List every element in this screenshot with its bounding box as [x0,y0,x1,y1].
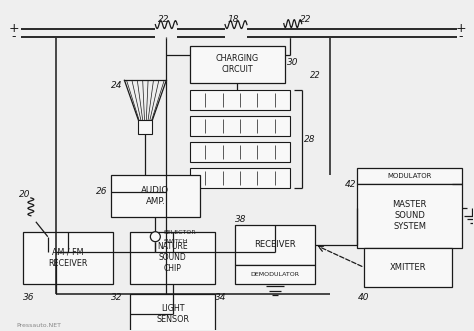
Text: MODULATOR: MODULATOR [388,173,432,179]
Bar [357,184,462,248]
Bar [190,116,290,136]
Bar [235,264,315,285]
Text: AM / FM
RECEIVER: AM / FM RECEIVER [48,248,87,268]
Text: AUDIO
AMP.: AUDIO AMP. [141,186,169,206]
Text: 18: 18 [228,15,239,24]
Text: +: + [456,22,466,35]
Text: +: + [9,22,19,35]
Text: 28: 28 [304,135,315,144]
Circle shape [150,232,160,242]
Text: 30: 30 [287,58,298,67]
Text: 24: 24 [110,81,122,90]
Text: 20: 20 [19,190,30,199]
Text: -: - [12,30,16,43]
Bar [190,142,290,162]
Text: 42: 42 [345,180,356,189]
Text: SELECTOR: SELECTOR [164,230,196,235]
Text: RECEIVER: RECEIVER [254,240,296,249]
Text: 36: 36 [23,293,35,302]
Bar [23,232,112,284]
Bar [365,248,452,288]
Text: 32: 32 [110,293,122,302]
Text: DEMODULATOR: DEMODULATOR [250,272,300,277]
Text: LIGHT
SENSOR: LIGHT SENSOR [156,304,189,324]
Bar [190,168,290,188]
Text: -: - [459,30,463,43]
Text: 22: 22 [158,15,170,24]
Text: 26: 26 [96,187,107,196]
Text: 38: 38 [235,215,246,224]
Bar [130,295,215,331]
Bar [357,168,462,184]
Text: SWITCH: SWITCH [164,239,188,244]
Bar [235,225,315,264]
Text: NATURE
SOUND
CHIP: NATURE SOUND CHIP [157,242,188,273]
Bar [138,120,152,134]
Text: Pressauto.NET: Pressauto.NET [16,323,61,328]
Text: 34: 34 [215,293,227,302]
Text: CHARGING
CIRCUIT: CHARGING CIRCUIT [216,54,259,74]
Bar [130,232,215,284]
Bar [190,90,290,110]
Text: MASTER
SOUND
SYSTEM: MASTER SOUND SYSTEM [392,200,427,231]
Bar [190,45,285,83]
Text: 40: 40 [357,293,369,302]
Text: 22: 22 [310,71,320,80]
Text: 22: 22 [300,15,311,24]
Text: XMITTER: XMITTER [390,263,427,272]
Bar [110,175,200,217]
